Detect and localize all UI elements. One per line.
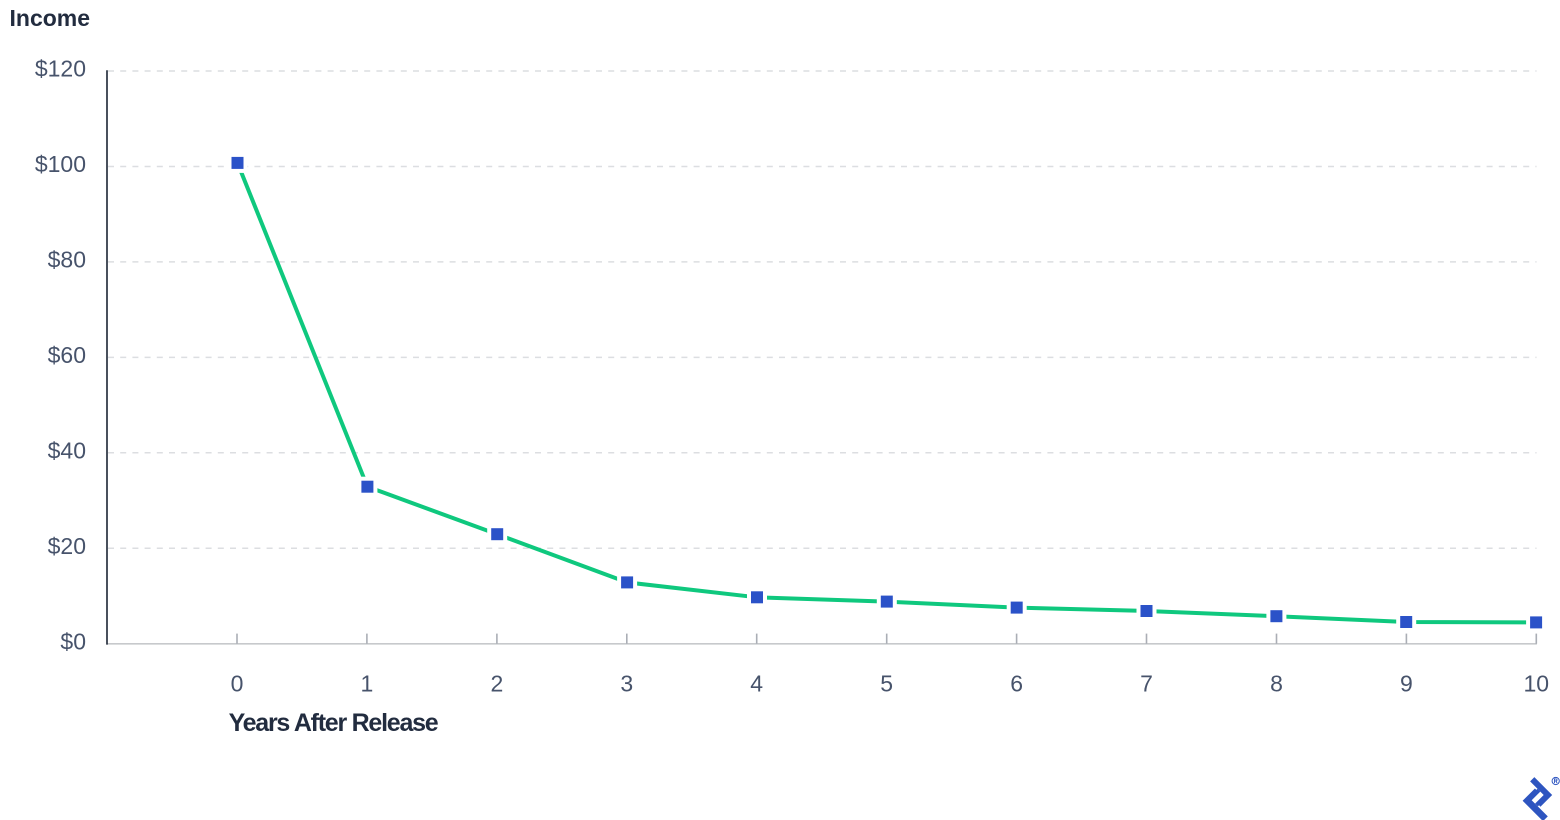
- svg-text:Years After Release: Years After Release: [229, 709, 439, 737]
- svg-text:9: 9: [1400, 671, 1413, 697]
- svg-text:4: 4: [750, 671, 763, 697]
- svg-text:$60: $60: [48, 342, 86, 368]
- svg-text:$0: $0: [60, 629, 86, 655]
- svg-text:6: 6: [1010, 671, 1023, 697]
- svg-text:$100: $100: [35, 151, 86, 177]
- svg-text:$80: $80: [48, 247, 86, 273]
- svg-text:5: 5: [880, 671, 893, 697]
- svg-text:10: 10: [1524, 671, 1550, 697]
- svg-text:3: 3: [620, 671, 633, 697]
- svg-text:7: 7: [1140, 671, 1153, 697]
- svg-text:2: 2: [491, 671, 504, 697]
- svg-text:$20: $20: [48, 533, 86, 559]
- svg-text:8: 8: [1270, 671, 1283, 697]
- svg-text:$120: $120: [35, 56, 86, 82]
- svg-text:1: 1: [361, 671, 374, 697]
- svg-text:0: 0: [231, 671, 244, 697]
- svg-text:$40: $40: [48, 438, 86, 464]
- svg-text:Income: Income: [10, 5, 91, 31]
